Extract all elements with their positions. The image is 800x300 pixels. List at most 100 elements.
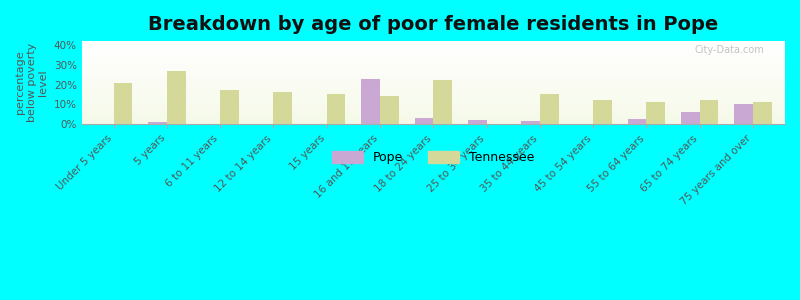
- Bar: [82, 45, 785, 46]
- Bar: [82, 91, 785, 92]
- Bar: [82, 46, 785, 47]
- Bar: [82, 76, 785, 77]
- Bar: [82, 56, 785, 57]
- Bar: [82, 122, 785, 123]
- Bar: [362, 79, 380, 124]
- Bar: [82, 63, 785, 64]
- Bar: [82, 110, 785, 111]
- Bar: [114, 82, 132, 124]
- Bar: [628, 119, 646, 124]
- Bar: [82, 104, 785, 105]
- Bar: [82, 109, 785, 110]
- Bar: [646, 102, 665, 124]
- Bar: [82, 100, 785, 101]
- Title: Breakdown by age of poor female residents in Pope: Breakdown by age of poor female resident…: [148, 15, 718, 34]
- Bar: [82, 73, 785, 74]
- Bar: [82, 62, 785, 63]
- Bar: [82, 93, 785, 94]
- Bar: [82, 82, 785, 83]
- Bar: [82, 66, 785, 67]
- Bar: [82, 43, 785, 44]
- Bar: [82, 85, 785, 86]
- Bar: [167, 71, 186, 124]
- Bar: [700, 100, 718, 124]
- Bar: [82, 121, 785, 122]
- Bar: [82, 72, 785, 73]
- Bar: [82, 123, 785, 124]
- Bar: [82, 79, 785, 80]
- Bar: [82, 69, 785, 70]
- Bar: [82, 87, 785, 88]
- Bar: [82, 44, 785, 45]
- Bar: [522, 121, 540, 124]
- Bar: [82, 64, 785, 65]
- Bar: [82, 70, 785, 71]
- Bar: [82, 52, 785, 53]
- Bar: [326, 94, 346, 124]
- Bar: [82, 101, 785, 102]
- Bar: [593, 100, 612, 124]
- Bar: [82, 106, 785, 107]
- Bar: [220, 91, 239, 124]
- Bar: [82, 47, 785, 48]
- Bar: [82, 54, 785, 55]
- Bar: [82, 51, 785, 52]
- Bar: [468, 120, 486, 124]
- Bar: [82, 119, 785, 120]
- Bar: [82, 71, 785, 72]
- Bar: [82, 120, 785, 121]
- Bar: [82, 98, 785, 99]
- Bar: [82, 95, 785, 96]
- Bar: [82, 50, 785, 51]
- Bar: [82, 53, 785, 54]
- Bar: [82, 99, 785, 100]
- Bar: [681, 112, 700, 124]
- Legend: Pope, Tennessee: Pope, Tennessee: [326, 146, 540, 169]
- Bar: [82, 68, 785, 69]
- Bar: [82, 108, 785, 109]
- Bar: [82, 74, 785, 75]
- Bar: [82, 78, 785, 79]
- Bar: [82, 107, 785, 108]
- Bar: [540, 94, 558, 124]
- Bar: [82, 55, 785, 56]
- Bar: [82, 49, 785, 50]
- Bar: [148, 122, 167, 124]
- Bar: [82, 94, 785, 95]
- Bar: [82, 42, 785, 43]
- Bar: [82, 86, 785, 87]
- Bar: [82, 111, 785, 112]
- Bar: [82, 77, 785, 78]
- Bar: [82, 117, 785, 118]
- Bar: [82, 61, 785, 62]
- Bar: [82, 75, 785, 76]
- Bar: [82, 84, 785, 85]
- Bar: [82, 113, 785, 114]
- Bar: [753, 102, 772, 124]
- Bar: [82, 96, 785, 97]
- Bar: [82, 97, 785, 98]
- Bar: [82, 116, 785, 117]
- Y-axis label: percentage
below poverty
level: percentage below poverty level: [15, 43, 48, 122]
- Bar: [82, 48, 785, 49]
- Bar: [82, 105, 785, 106]
- Bar: [82, 115, 785, 116]
- Bar: [734, 104, 753, 124]
- Bar: [82, 67, 785, 68]
- Bar: [82, 114, 785, 115]
- Bar: [82, 59, 785, 60]
- Bar: [82, 65, 785, 66]
- Bar: [82, 89, 785, 90]
- Bar: [82, 60, 785, 61]
- Bar: [434, 80, 452, 124]
- Bar: [82, 57, 785, 58]
- Bar: [380, 96, 398, 124]
- Bar: [82, 92, 785, 93]
- Bar: [82, 58, 785, 59]
- Bar: [82, 112, 785, 113]
- Bar: [274, 92, 292, 124]
- Bar: [82, 88, 785, 89]
- Bar: [82, 83, 785, 84]
- Bar: [82, 82, 785, 83]
- Bar: [82, 118, 785, 119]
